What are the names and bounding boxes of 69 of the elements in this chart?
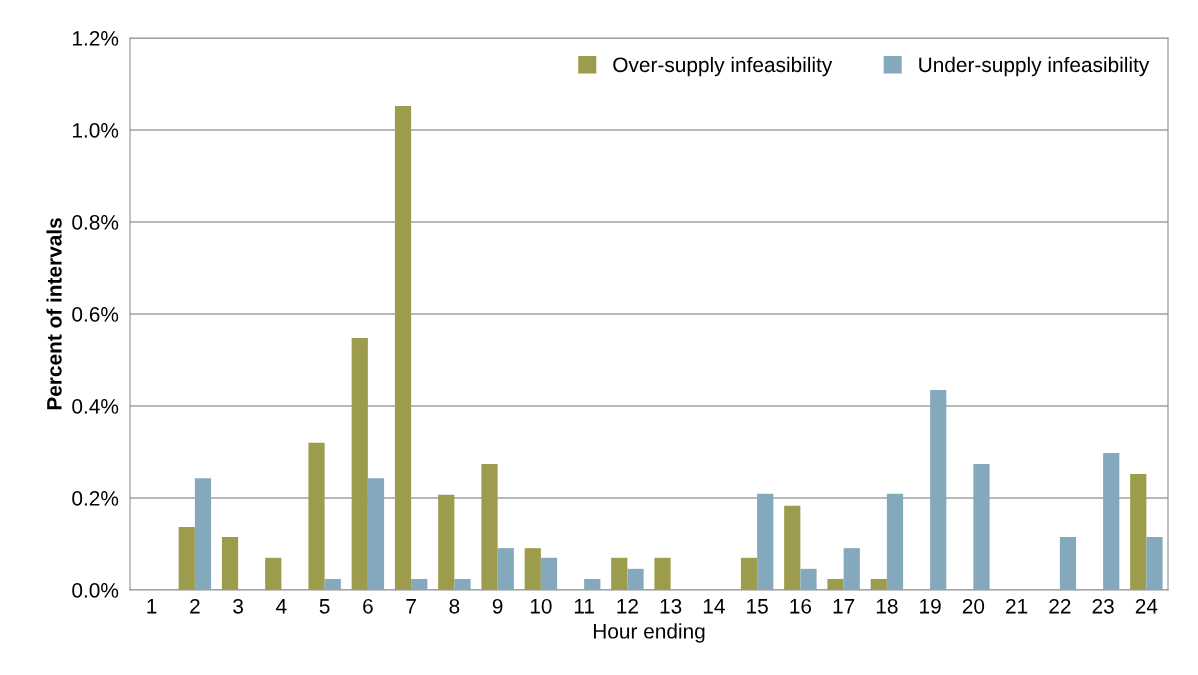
bar	[540, 557, 558, 590]
bar	[1059, 537, 1077, 590]
x-tick-label: 22	[1049, 598, 1071, 614]
x-tick-label: 9	[492, 598, 503, 614]
bar	[611, 557, 628, 590]
bar	[178, 526, 195, 590]
legend-label: Over-supply infeasibility	[613, 56, 833, 77]
bar	[870, 578, 887, 590]
y-tick-label: 0.0%	[72, 583, 119, 598]
bar	[740, 557, 758, 590]
bar	[454, 578, 471, 590]
bar	[497, 548, 514, 590]
x-tick-label: 10	[530, 598, 552, 614]
x-tick-label: 6	[363, 598, 373, 614]
legend-label: Under-supply infeasibility	[919, 56, 1150, 77]
x-tick-label: 24	[1135, 598, 1158, 614]
bar	[411, 578, 428, 590]
bar	[654, 557, 671, 590]
bar	[584, 578, 601, 590]
bar	[930, 389, 947, 590]
x-tick-label: 16	[790, 598, 812, 614]
x-tick-label: 17	[833, 599, 855, 614]
bar	[438, 494, 455, 590]
x-tick-label: 8	[449, 598, 460, 614]
bar	[221, 537, 239, 590]
y-tick-label: 0.8%	[72, 215, 119, 230]
x-tick-label: 1	[147, 599, 157, 614]
bar	[367, 478, 385, 590]
bar	[1103, 452, 1120, 590]
x-tick-label: 14	[703, 599, 725, 614]
bar	[627, 568, 644, 590]
bar	[394, 106, 412, 590]
x-tick-label: 18	[876, 598, 898, 614]
y-tick-label: 0.4%	[72, 399, 119, 414]
x-tick-label: 21	[1006, 598, 1028, 614]
y-tick-label: 0.2%	[72, 491, 119, 506]
bar	[784, 505, 801, 590]
bar	[308, 442, 325, 590]
bar	[757, 493, 774, 590]
bar	[827, 578, 844, 590]
bar	[1130, 474, 1147, 590]
bar	[481, 463, 498, 590]
y-tick-label: 1.0%	[72, 123, 119, 138]
y-tick-label: 0.6%	[72, 307, 119, 322]
bar	[886, 493, 904, 590]
x-tick-label: 12	[617, 598, 638, 614]
x-tick-label: 13	[660, 598, 682, 614]
bar	[524, 548, 541, 590]
bar	[843, 548, 860, 590]
x-axis-title: Hour ending	[593, 623, 705, 643]
bar	[800, 568, 817, 590]
x-tick-label: 2	[190, 598, 200, 614]
bar	[265, 557, 282, 590]
x-tick-label: 7	[406, 599, 416, 614]
bar	[973, 463, 990, 590]
bar	[194, 478, 212, 590]
bar	[1146, 537, 1163, 590]
x-tick-label: 11	[574, 599, 594, 614]
bar	[324, 578, 341, 590]
x-tick-label: 3	[233, 598, 243, 614]
x-tick-label: 4	[276, 599, 287, 614]
y-tick-label: 1.2%	[72, 31, 119, 46]
x-tick-label: 20	[962, 598, 985, 614]
x-tick-label: 23	[1092, 598, 1114, 614]
x-tick-label: 15	[747, 599, 768, 614]
x-tick-label: 19	[920, 598, 941, 614]
bar	[351, 337, 368, 590]
x-tick-label: 5	[319, 599, 330, 614]
y-axis-title: Percent of intervals	[46, 218, 62, 410]
